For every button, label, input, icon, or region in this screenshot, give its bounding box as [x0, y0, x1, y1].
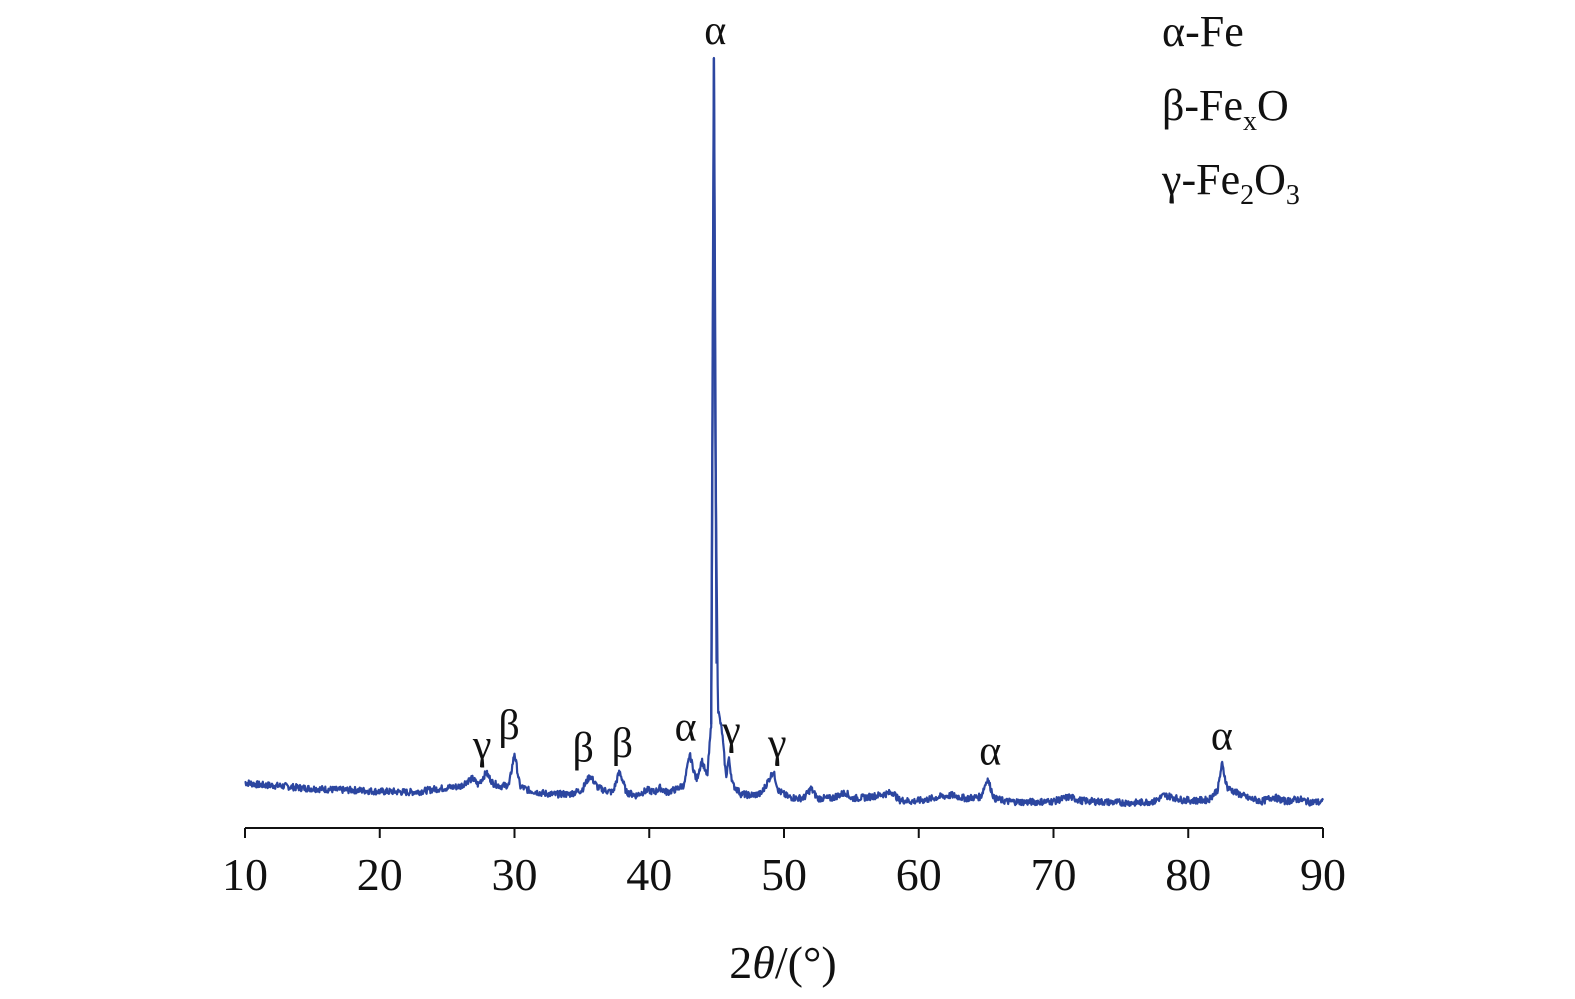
legend-entry: β-FexO	[1162, 81, 1289, 137]
x-tick-label: 40	[626, 849, 672, 900]
peak-label: γ	[721, 708, 741, 754]
x-tick-label: 60	[896, 849, 942, 900]
peak-label: γ	[472, 723, 492, 769]
legend-separator: -	[1181, 155, 1196, 204]
peak-label: β	[573, 726, 594, 772]
legend-subscript: 2	[1240, 180, 1254, 211]
legend-subscript: 3	[1286, 180, 1300, 211]
x-axis-title-prefix: 2	[729, 937, 752, 988]
x-tick-label: 70	[1031, 849, 1077, 900]
x-tick-label: 30	[492, 849, 538, 900]
legend-formula: Fe	[1200, 7, 1244, 56]
x-tick-label: 10	[222, 849, 268, 900]
legend-entry: α-Fe	[1162, 7, 1244, 56]
legend-formula: Fe	[1196, 155, 1240, 204]
main-peak-trace	[710, 57, 718, 725]
peak-label: α	[979, 729, 1001, 775]
x-axis-title-suffix: /(°)	[775, 937, 837, 988]
peak-label: β	[498, 703, 519, 749]
legend-symbol: γ	[1161, 155, 1181, 204]
legend-formula-part: O	[1254, 155, 1286, 204]
peak-label: α	[704, 8, 726, 54]
legend-entry: γ-Fe2O3	[1161, 155, 1300, 211]
diffraction-trace	[244, 56, 1324, 808]
legend-separator: -	[1185, 7, 1200, 56]
x-tick-label: 20	[357, 849, 403, 900]
x-axis-title-theta: θ	[752, 937, 775, 988]
x-tick-label: 80	[1165, 849, 1211, 900]
legend-symbol: α	[1162, 7, 1185, 56]
peak-label: γ	[767, 721, 787, 767]
x-axis-title: 2θ/(°)	[729, 937, 836, 988]
legend-subscript: x	[1243, 106, 1257, 137]
peak-label: α	[675, 704, 697, 750]
x-tick-label: 90	[1300, 849, 1346, 900]
legend-separator: -	[1184, 81, 1199, 130]
x-tick-label: 50	[761, 849, 807, 900]
legend-formula: Fe	[1199, 81, 1243, 130]
legend-symbol: β	[1162, 81, 1184, 130]
peak-label: α	[1211, 714, 1233, 760]
x-axis: 10 20 30 40 50 60 70 80 90	[222, 827, 1346, 900]
plot-area	[244, 56, 1324, 808]
peak-labels: γ β β β ααγ γ α α	[472, 8, 1233, 775]
peak-label: β	[612, 721, 633, 767]
legend-formula-part: O	[1257, 81, 1289, 130]
